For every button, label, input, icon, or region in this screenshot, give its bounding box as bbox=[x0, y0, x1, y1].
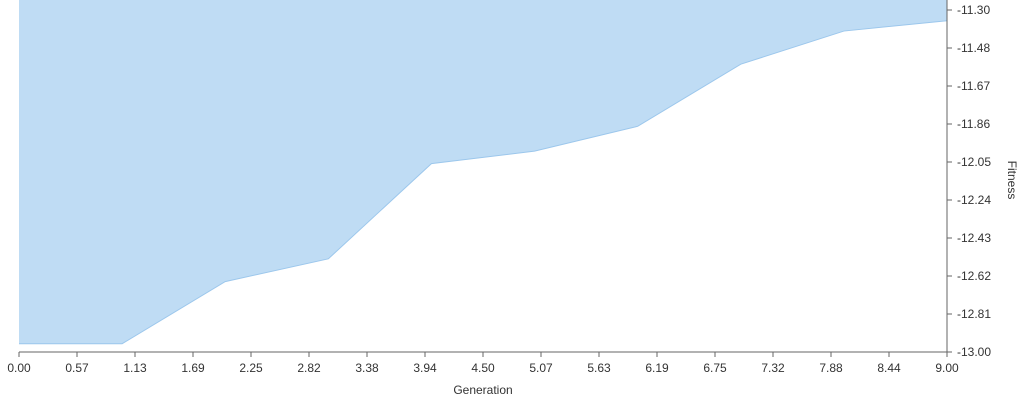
x-tick-label: 7.88 bbox=[819, 361, 843, 375]
x-axis-title: Generation bbox=[453, 383, 512, 397]
y-tick-label: -11.30 bbox=[957, 3, 990, 17]
x-tick-label: 8.44 bbox=[877, 361, 901, 375]
x-tick-label: 9.00 bbox=[935, 361, 959, 375]
series-line bbox=[19, 20, 948, 345]
y-axis: -11.30 -11.48 -11.67 -11.86 -12.05 -12.24 -12.… bbox=[946, 0, 991, 359]
area-fill bbox=[19, 0, 947, 344]
x-tick-label: 1.69 bbox=[181, 361, 205, 375]
x-tick-label: 6.19 bbox=[645, 361, 669, 375]
x-tick-label: 4.50 bbox=[471, 361, 495, 375]
area-layer bbox=[19, 0, 948, 345]
y-tick-label: -12.43 bbox=[957, 231, 991, 245]
y-tick-label: -12.62 bbox=[957, 269, 991, 283]
y-axis-title: Fitness bbox=[1005, 161, 1019, 200]
x-tick-label: 5.63 bbox=[587, 361, 611, 375]
x-tick-label: 2.25 bbox=[239, 361, 263, 375]
y-tick-label: -12.24 bbox=[957, 193, 991, 207]
y-tick-label: -13.00 bbox=[957, 345, 991, 359]
x-tick-label: 5.07 bbox=[529, 361, 553, 375]
x-tick-label: 2.82 bbox=[297, 361, 321, 375]
x-tick-label: 0.57 bbox=[65, 361, 89, 375]
x-tick-label: 7.32 bbox=[761, 361, 785, 375]
y-tick-label: -12.05 bbox=[957, 155, 991, 169]
x-tick-label: 6.75 bbox=[703, 361, 727, 375]
y-tick-label: -11.67 bbox=[957, 79, 990, 93]
y-tick-label: -12.81 bbox=[957, 307, 991, 321]
y-tick-label: -11.86 bbox=[957, 117, 990, 131]
x-tick-label: 3.38 bbox=[355, 361, 379, 375]
x-axis: 0.00 0.57 1.13 1.69 2.25 2.82 3.38 3.94 4.50 5.07… bbox=[7, 351, 959, 375]
x-tick-label: 1.13 bbox=[123, 361, 147, 375]
x-tick-label: 0.00 bbox=[7, 361, 31, 375]
x-tick-label: 3.94 bbox=[413, 361, 437, 375]
y-tick-label: -11.48 bbox=[957, 41, 990, 55]
